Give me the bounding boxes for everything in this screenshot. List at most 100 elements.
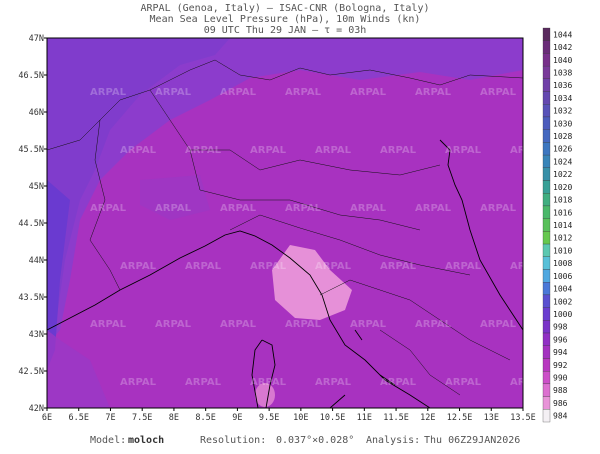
lat-label: 46.5N (18, 71, 44, 81)
colorbar-swatch (542, 231, 551, 245)
colorbar-label: 1004 (553, 285, 572, 294)
colorbar-label: 1030 (553, 119, 572, 128)
lat-label: 45N (29, 182, 44, 192)
colorbar-swatch (542, 129, 551, 143)
lon-label: 12.5E (447, 413, 473, 423)
watermark: ARPAL (250, 261, 287, 272)
watermark: ARPAL (120, 261, 157, 272)
colorbar-swatch (542, 167, 551, 181)
colorbar-swatch (542, 205, 551, 219)
colorbar-swatch (542, 116, 551, 130)
lon-label: 12E (420, 413, 435, 423)
colorbar-swatch (542, 53, 551, 67)
colorbar-label: 1022 (553, 170, 572, 179)
watermark: ARPAL (445, 261, 482, 272)
footer-label: Model: (90, 435, 126, 446)
watermark: ARPAL (350, 319, 387, 330)
lat-label: 44.5N (18, 219, 44, 229)
colorbar-swatch (542, 180, 551, 194)
footer-value: Thu 06Z29JAN2026 (424, 435, 520, 446)
colorbar-label: 1020 (553, 183, 572, 192)
lat-label: 43.5N (18, 293, 44, 303)
watermark: ARPAL (220, 203, 257, 214)
colorbar-swatch (542, 65, 551, 79)
colorbar-swatch (542, 396, 551, 410)
map-field: ARPAL ARPAL ARPAL ARPAL ARPAL ARPAL ARPAL ARPAL… (47, 38, 547, 408)
colorbar-swatch (542, 104, 551, 118)
watermark: ARPAL (120, 377, 157, 388)
watermark: ARPAL (315, 261, 352, 272)
watermark: ARPAL (250, 377, 287, 388)
watermark: ARPAL (380, 377, 417, 388)
colorbar: 1044 1042 1040 1038 1036 1034 1032 1030 1028 1026… (542, 27, 572, 423)
lon-label: 7.5E (132, 413, 152, 423)
colorbar-label: 986 (553, 399, 568, 408)
watermark: ARPAL (415, 319, 452, 330)
footer-value: moloch (128, 435, 164, 446)
watermark: ARPAL (380, 145, 417, 156)
watermark: ARPAL (220, 319, 257, 330)
colorbar-swatch (542, 91, 551, 105)
watermark: ARPAL (185, 145, 222, 156)
colorbar-swatch (542, 40, 551, 54)
colorbar-label: 1012 (553, 234, 572, 243)
colorbar-label: 1002 (553, 297, 572, 306)
colorbar-swatch (542, 383, 551, 397)
lat-label: 46N (29, 108, 44, 118)
lat-label: 45.5N (18, 145, 44, 155)
colorbar-swatch (542, 154, 551, 168)
lon-label: 9.5E (259, 413, 279, 423)
watermark: ARPAL (480, 87, 517, 98)
colorbar-swatch (542, 358, 551, 372)
watermark: ARPAL (155, 319, 192, 330)
colorbar-swatch (542, 307, 551, 321)
footer-label: Resolution: (200, 435, 266, 446)
lon-label: 10E (293, 413, 308, 423)
header-line: ARPAL (Genoa, Italy) – ISAC-CNR (Bologna… (141, 3, 430, 14)
colorbar-swatch (542, 218, 551, 232)
watermark: ARPAL (285, 319, 322, 330)
lon-label: 13E (484, 413, 499, 423)
lon-label: 6.5E (68, 413, 88, 423)
colorbar-label: 988 (553, 386, 568, 395)
watermark: ARPAL (415, 87, 452, 98)
colorbar-label: 1000 (553, 310, 572, 319)
watermark: ARPAL (480, 203, 517, 214)
colorbar-swatch (542, 193, 551, 207)
colorbar-swatch (542, 345, 551, 359)
colorbar-label: 1014 (553, 221, 572, 230)
colorbar-label: 1028 (553, 132, 572, 141)
lon-label: 13.5E (510, 413, 536, 423)
lat-label: 42.5N (18, 367, 44, 377)
map-ticks: 6E 6.5E 7E 7.5E 8E 8.5E 9E 9.5E 10E 10.5E 11E 11.5E… (18, 34, 535, 423)
watermark: ARPAL (220, 87, 257, 98)
watermark: ARPAL (315, 145, 352, 156)
colorbar-label: 1034 (553, 94, 572, 103)
watermark: ARPAL (510, 145, 547, 156)
watermark: ARPAL (415, 203, 452, 214)
lon-label: 8E (169, 413, 179, 423)
watermark: ARPAL (380, 261, 417, 272)
footer-label: Analysis: (366, 435, 420, 446)
colorbar-swatch (542, 269, 551, 283)
watermark: ARPAL (90, 203, 127, 214)
lat-label: 47N (29, 34, 44, 44)
colorbar-swatch (542, 320, 551, 334)
lon-label: 8.5E (195, 413, 215, 423)
colorbar-label: 1024 (553, 157, 572, 166)
colorbar-label: 994 (553, 348, 568, 357)
lon-label: 11.5E (383, 413, 409, 423)
colorbar-label: 1010 (553, 246, 572, 255)
colorbar-swatch (542, 409, 551, 423)
colorbar-label: 1040 (553, 56, 572, 65)
watermark: ARPAL (445, 145, 482, 156)
lon-label: 7E (105, 413, 115, 423)
watermark: ARPAL (510, 377, 547, 388)
colorbar-label: 1006 (553, 272, 572, 281)
colorbar-label: 984 (553, 412, 568, 421)
colorbar-label: 1036 (553, 81, 572, 90)
colorbar-swatch (542, 294, 551, 308)
watermark: ARPAL (445, 377, 482, 388)
colorbar-label: 1042 (553, 43, 572, 52)
